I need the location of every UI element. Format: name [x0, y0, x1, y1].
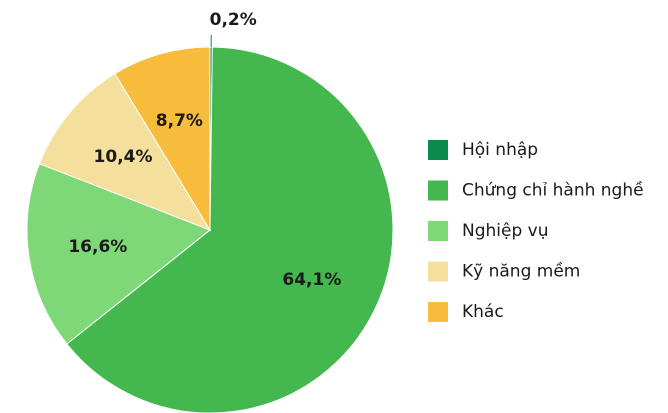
value-label: 10,4%	[94, 147, 153, 167]
legend-label: Khác	[462, 302, 504, 322]
legend-label: Hội nhập	[462, 140, 538, 160]
value-label: 64,1%	[282, 270, 341, 290]
pie-slice	[66, 46, 394, 413]
pie: 0,2% 64,1% 16,6% 10,4%8,7%	[26, 10, 394, 413]
legend: Hội nhập Chứng chỉ hành nghề Nghiệp vụ Kỹ n…	[428, 140, 644, 322]
pie-slice	[26, 163, 211, 345]
value-label: 16,6%	[68, 237, 127, 257]
legend-swatch	[428, 221, 448, 241]
legend-swatch	[428, 302, 448, 322]
value-label: 8,7%	[156, 111, 203, 131]
value-label: 0,2%	[210, 10, 257, 30]
legend-label: Nghiệp vụ	[462, 221, 549, 241]
legend-label: Chứng chỉ hành nghề	[462, 180, 644, 201]
pie-slice	[38, 72, 212, 232]
legend-swatch	[428, 261, 448, 282]
legend-swatch	[428, 140, 448, 160]
legend-swatch	[428, 180, 448, 201]
legend-label: Kỹ năng mềm	[462, 261, 580, 282]
pie-slice	[114, 46, 211, 232]
